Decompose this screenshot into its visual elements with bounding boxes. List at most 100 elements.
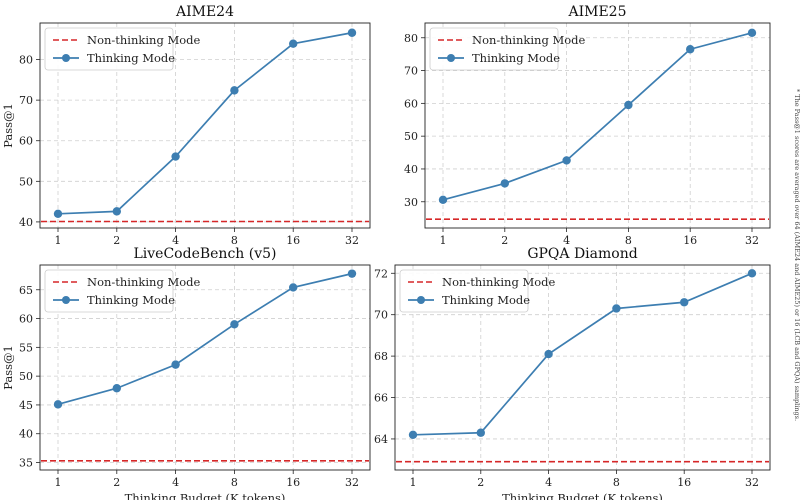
series-line-thinking — [412, 272, 753, 436]
data-point-thinking — [347, 269, 357, 278]
data-point-thinking — [680, 298, 689, 307]
chart-aime24: AIME24 1 2 4 8 16 32 40 50 60 70 80 Pass@1 Non-thinki… — [1, 4, 371, 247]
data-point-thinking — [562, 156, 571, 165]
legend-label: Thinking Mode — [472, 51, 560, 65]
legend-marker-thinking — [417, 296, 425, 304]
y-tick-label: 50 — [19, 370, 33, 383]
x-tick-label: 1 — [410, 476, 417, 489]
legend: Non-thinking Mode Thinking Mode — [44, 27, 201, 71]
legend-label: Non-thinking Mode — [472, 33, 586, 47]
x-tick-label: 16 — [286, 476, 300, 489]
data-point-thinking — [289, 283, 298, 292]
data-point-thinking — [112, 207, 122, 216]
legend-label: Thinking Mode — [87, 51, 175, 65]
y-tick-label: 72 — [374, 267, 388, 280]
data-point-thinking — [408, 430, 418, 439]
data-point-thinking — [747, 28, 757, 38]
y-tick-label: 66 — [374, 392, 388, 405]
data-point-thinking — [624, 100, 633, 110]
x-tick-label: 32 — [345, 234, 359, 247]
y-tick-label: 55 — [19, 341, 33, 354]
y-tick-label: 60 — [19, 313, 33, 326]
y-tick-label: 80 — [19, 54, 33, 67]
series-line-thinking — [57, 31, 353, 215]
y-tick-label: 60 — [19, 135, 33, 148]
chart-livecodebench-v5: LiveCodeBench (v5) 1 2 4 8 16 32 35 40 45 50 55 60 65… — [1, 246, 371, 500]
x-tick-label: 4 — [563, 234, 570, 247]
data-point-thinking — [53, 209, 63, 218]
y-tick-label: 70 — [19, 94, 33, 107]
legend: Non-thinking Mode Thinking Mode — [399, 269, 556, 313]
y-tick-label: 64 — [374, 433, 388, 446]
data-point-thinking — [112, 384, 122, 393]
y-axis-label: Pass@1 — [1, 103, 15, 148]
legend: Non-thinking Mode Thinking Mode — [44, 269, 201, 313]
y-tick-label: 50 — [404, 130, 418, 143]
legend-label: Thinking Mode — [87, 293, 175, 307]
legend-box — [399, 269, 529, 313]
legend: Non-thinking Mode Thinking Mode — [429, 27, 586, 71]
chart-title: LiveCodeBench (v5) — [134, 246, 277, 262]
x-tick-label: 4 — [172, 234, 179, 247]
data-point-thinking — [53, 400, 63, 409]
legend-label: Thinking Mode — [442, 293, 530, 307]
x-tick-label: 2 — [113, 476, 120, 489]
y-tick-label: 40 — [404, 163, 418, 176]
data-point-thinking — [500, 179, 509, 188]
chart-aime25: AIME25 1 2 4 8 16 32 30 40 50 60 70 80 Non-thinking M… — [404, 4, 771, 247]
y-tick-label: 80 — [404, 32, 418, 45]
y-tick-label: 60 — [404, 97, 418, 110]
legend-marker-thinking — [62, 54, 70, 62]
y-tick-label: 70 — [404, 65, 418, 78]
x-tick-label: 32 — [745, 234, 759, 247]
data-point-thinking — [171, 360, 180, 369]
y-axis-label: Pass@1 — [1, 345, 15, 390]
x-tick-label: 16 — [683, 234, 697, 247]
legend-marker-thinking — [62, 296, 70, 304]
data-point-thinking — [686, 45, 695, 54]
x-tick-label: 2 — [477, 476, 484, 489]
chart-gpqa-diamond: GPQA Diamond 1 2 4 8 16 32 64 66 68 70 72 Thinking B… — [374, 246, 771, 500]
y-tick-label: 65 — [19, 284, 33, 297]
series-line-thinking — [57, 272, 353, 406]
data-point-thinking — [171, 152, 180, 161]
chart-panels: AIME24 1 2 4 8 16 32 40 50 60 70 80 Pass@1 Non-thinki… — [1, 4, 771, 500]
series-line-thinking — [442, 32, 753, 201]
x-tick-label: 32 — [745, 476, 759, 489]
x-axis-label: Thinking Budget (K tokens) — [125, 491, 286, 500]
x-tick-label: 8 — [231, 234, 238, 247]
legend-label: Non-thinking Mode — [87, 275, 201, 289]
y-tick-label: 50 — [19, 175, 33, 188]
plot-frame — [424, 22, 771, 229]
data-point-thinking — [438, 195, 448, 204]
plot-frame — [39, 264, 371, 471]
plot-frame — [39, 22, 371, 229]
legend-box — [44, 269, 174, 313]
x-tick-label: 4 — [172, 476, 179, 489]
x-tick-label: 16 — [286, 234, 300, 247]
legend-box — [429, 27, 559, 71]
x-tick-label: 8 — [625, 234, 632, 247]
data-point-thinking — [476, 428, 485, 437]
legend-label: Non-thinking Mode — [87, 33, 201, 47]
data-point-thinking — [289, 39, 298, 48]
chart-title: AIME25 — [567, 4, 626, 20]
chart-title: GPQA Diamond — [527, 246, 637, 262]
x-tick-label: 32 — [345, 476, 359, 489]
y-tick-label: 35 — [19, 457, 33, 470]
x-tick-label: 1 — [55, 476, 62, 489]
legend-marker-thinking — [447, 54, 455, 62]
x-tick-label: 8 — [231, 476, 238, 489]
legend-label: Non-thinking Mode — [442, 275, 556, 289]
y-tick-label: 70 — [374, 309, 388, 322]
plot-frame — [394, 264, 771, 471]
x-tick-label: 1 — [440, 234, 447, 247]
x-axis-label: Thinking Budget (K tokens) — [502, 491, 663, 500]
x-tick-label: 8 — [613, 476, 620, 489]
data-point-thinking — [347, 28, 357, 37]
x-tick-label: 1 — [55, 234, 62, 247]
data-point-thinking — [230, 86, 239, 95]
chart-title: AIME24 — [175, 4, 234, 20]
y-tick-label: 68 — [374, 350, 388, 363]
